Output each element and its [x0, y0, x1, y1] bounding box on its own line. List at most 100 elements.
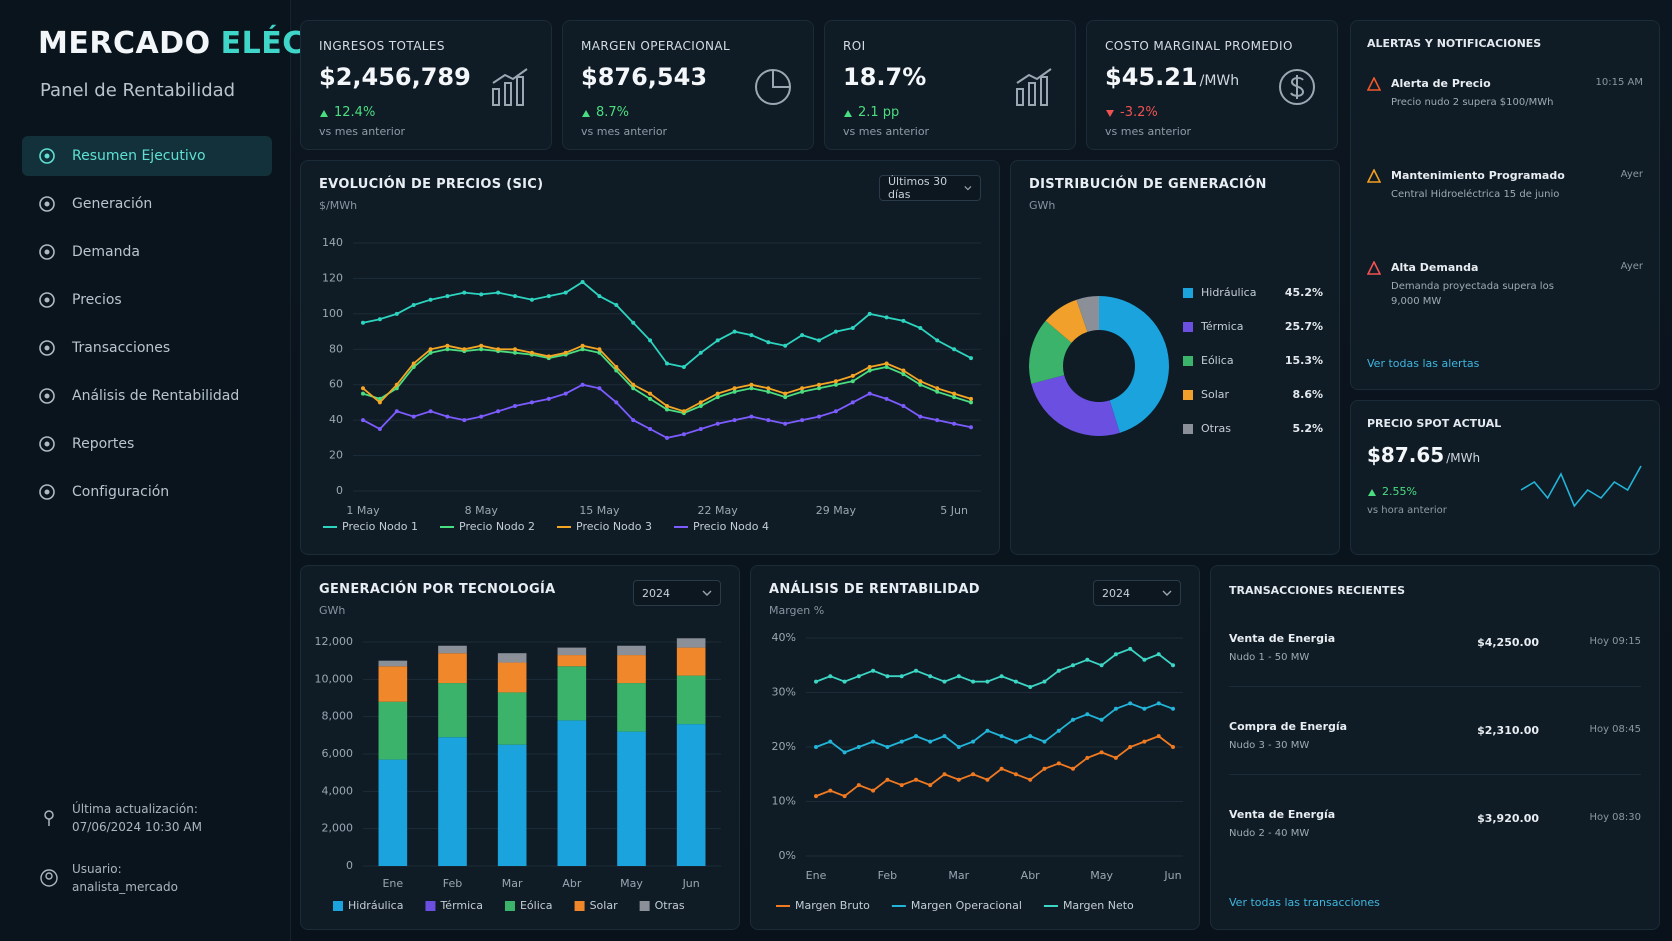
kpi-title: ROI — [843, 39, 866, 53]
icon-shape — [1290, 75, 1305, 99]
value-label: 45.2% — [1285, 286, 1323, 299]
legend-label: Precio Nodo 2 — [459, 520, 535, 533]
nav-label: Resumen Ejecutivo — [72, 148, 206, 164]
icon — [320, 109, 328, 117]
bar-segment — [378, 759, 408, 866]
icon-shape — [1367, 169, 1381, 183]
x-tick-label: May — [1090, 869, 1113, 882]
x-tick-label: May — [620, 877, 643, 890]
icon-shape — [39, 292, 55, 308]
dropdown-label: 2024 — [1102, 586, 1130, 600]
footer-value: analista_mercado — [72, 880, 178, 894]
bar-segment — [438, 645, 467, 654]
transactions-link[interactable]: Ver todas las transacciones — [1229, 896, 1380, 909]
icon-shape — [39, 340, 55, 356]
y-tick-label: 20 — [329, 449, 343, 462]
tx-detail: Nudo 1 - 50 MW — [1229, 652, 1310, 663]
icon-shape — [44, 393, 50, 399]
legend-label: Margen Operacional — [911, 899, 1022, 912]
nav-item[interactable]: Precios — [22, 280, 272, 320]
tx-amount: $4,250.00 — [1477, 636, 1539, 649]
value-label: 5.2% — [1292, 422, 1323, 435]
icon — [39, 148, 55, 164]
x-tick-label: 1 May — [346, 504, 380, 517]
kpi-value: 18.7% — [843, 63, 927, 91]
x-tick-label: 22 May — [698, 504, 739, 517]
x-tick-label: Abr — [562, 877, 582, 890]
legend-marker — [574, 901, 585, 911]
x-tick-label: Jun — [1163, 869, 1181, 882]
x-tick-label: Abr — [1021, 869, 1041, 882]
icon-shape — [44, 249, 50, 255]
kpi-value-row: 18.7% — [843, 63, 926, 91]
kpi-value: $876,543 — [581, 63, 708, 91]
nav-item[interactable]: Demanda — [22, 232, 272, 272]
nav-item[interactable]: Transacciones — [22, 328, 272, 368]
legend-marker — [1183, 356, 1193, 366]
value-label: 25.7% — [1285, 320, 1323, 333]
legend-label: Precio Nodo 1 — [342, 520, 418, 533]
nav-item[interactable]: Configuración — [22, 472, 272, 512]
legend-label: Otras — [655, 899, 685, 912]
y-tick-label: 0% — [779, 849, 796, 862]
nav-item[interactable]: Reportes — [22, 424, 272, 464]
dropdown[interactable]: 2024 — [633, 580, 721, 606]
icon — [1279, 69, 1315, 105]
icon-shape — [516, 76, 524, 106]
spot-change-value: 2.55% — [1382, 485, 1417, 498]
bar-segment — [438, 737, 467, 866]
legend-label: Otras — [1201, 422, 1231, 435]
kpi-change-value: 8.7% — [596, 105, 630, 120]
y-tick-label: 12,000 — [315, 635, 354, 648]
dropdown-label: Últimos 30 días — [888, 175, 948, 201]
nav-item[interactable]: Resumen Ejecutivo — [22, 136, 272, 176]
icon-shape — [964, 186, 972, 191]
alert-time: Ayer — [1620, 261, 1643, 272]
alerts-title: ALERTAS Y NOTIFICACIONES — [1367, 37, 1542, 50]
pie-slice — [1076, 296, 1099, 332]
legend-marker — [1183, 322, 1193, 332]
bar-segment — [497, 662, 527, 693]
icon-shape — [1106, 109, 1114, 117]
nav-item[interactable]: Análisis de Rentabilidad — [22, 376, 272, 416]
tx-title: Compra de Energía — [1229, 720, 1348, 733]
chart-subtitle: GWh — [1029, 199, 1056, 212]
alert-title: Mantenimiento Programado — [1391, 169, 1565, 182]
icon-shape — [44, 810, 54, 820]
pie-slice — [1099, 296, 1169, 433]
bar-segment — [438, 653, 467, 684]
kpi-value: $2,456,789 — [319, 63, 471, 91]
y-tick-label: 8,000 — [322, 710, 354, 723]
icon — [39, 484, 55, 500]
chart-title: ANÁLISIS DE RENTABILIDAD — [769, 582, 980, 597]
nav-item[interactable]: Generación — [22, 184, 272, 224]
legend-label: Eólica — [1201, 354, 1234, 367]
icon-shape — [39, 244, 55, 260]
footer-text: Usuario: analista_mercado — [72, 860, 178, 896]
sidebar-footer: Última actualización: 07/06/2024 10:30 AM — [40, 800, 202, 836]
chart-card: EVOLUCIÓN DE PRECIOS (SIC) $/MWh Últimos 3… — [300, 160, 1000, 555]
dropdown[interactable]: Últimos 30 días — [879, 175, 981, 201]
y-tick-label: 30% — [772, 686, 796, 699]
dropdown[interactable]: 2024 — [1093, 580, 1181, 606]
legend-marker — [425, 901, 436, 911]
nav-label: Reportes — [72, 436, 135, 452]
icon — [1162, 590, 1172, 596]
series-line — [814, 701, 1175, 755]
legend-label: Solar — [590, 899, 619, 912]
bar-segment — [378, 666, 408, 702]
y-tick-label: 10,000 — [315, 672, 354, 685]
y-tick-label: 40% — [772, 631, 796, 644]
bar-segment — [497, 653, 527, 663]
y-tick-label: 0 — [336, 484, 343, 497]
title-main: MERCADO — [38, 26, 211, 61]
icon — [1367, 261, 1381, 275]
icon-shape — [44, 201, 50, 207]
icon-shape — [39, 388, 55, 404]
alerts-link[interactable]: Ver todas las alertas — [1367, 357, 1480, 370]
icon-shape — [1367, 261, 1381, 275]
spot-card: PRECIO SPOT ACTUAL $87.65/MWh 2.55% vs hora… — [1350, 400, 1660, 555]
pie-slice — [1029, 320, 1072, 384]
y-tick-label: 140 — [322, 236, 343, 249]
icon-shape — [1040, 76, 1048, 106]
